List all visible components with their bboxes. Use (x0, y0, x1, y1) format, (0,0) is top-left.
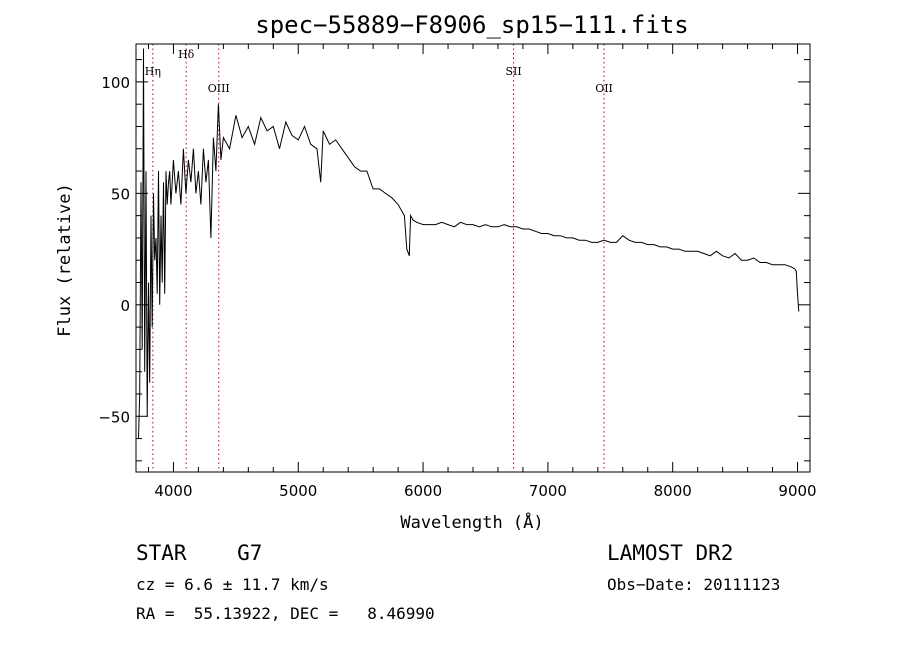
line-marker-label: OIII (208, 82, 230, 95)
coordinates: RA = 55.13922, DEC = 8.46990 (136, 604, 435, 623)
line-marker-label: OII (595, 82, 613, 95)
survey-source: LAMOST DR2 (607, 541, 734, 565)
y-tick-label: −50 (98, 408, 130, 426)
x-tick-label: 8000 (654, 482, 692, 500)
x-tick-label: 4000 (154, 482, 192, 500)
line-marker-label: Hη (145, 65, 161, 78)
x-tick-label: 5000 (279, 482, 317, 500)
x-tick-label: 6000 (404, 482, 442, 500)
y-axis: −50 0 50 100 (98, 59, 810, 462)
observation-date: Obs−Date: 20111123 (607, 575, 781, 594)
spectrum-series-line (138, 48, 800, 439)
x-tick-label: 9000 (778, 482, 816, 500)
y-tick-label: 0 (120, 297, 130, 315)
line-marker-label: Hδ (178, 48, 195, 61)
line-marker-label: SII (505, 65, 521, 78)
chart-title: spec−55889−F8906_sp15−111.fits (255, 11, 688, 39)
plot-frame (135, 43, 811, 473)
emission-lines: Hη Hδ OIII SII OII (145, 44, 613, 472)
x-axis: 4000 5000 6000 7000 8000 9000 (147, 44, 817, 500)
object-type: STAR G7 (136, 541, 263, 565)
y-axis-label: Flux (relative) (55, 183, 75, 337)
y-tick-label: 100 (101, 74, 130, 92)
x-axis-label: Wavelength (Å) (400, 511, 543, 533)
x-tick-label: 7000 (529, 482, 567, 500)
y-tick-label: 50 (111, 185, 130, 203)
redshift-cz: cz = 6.6 ± 11.7 km/s (136, 575, 329, 594)
